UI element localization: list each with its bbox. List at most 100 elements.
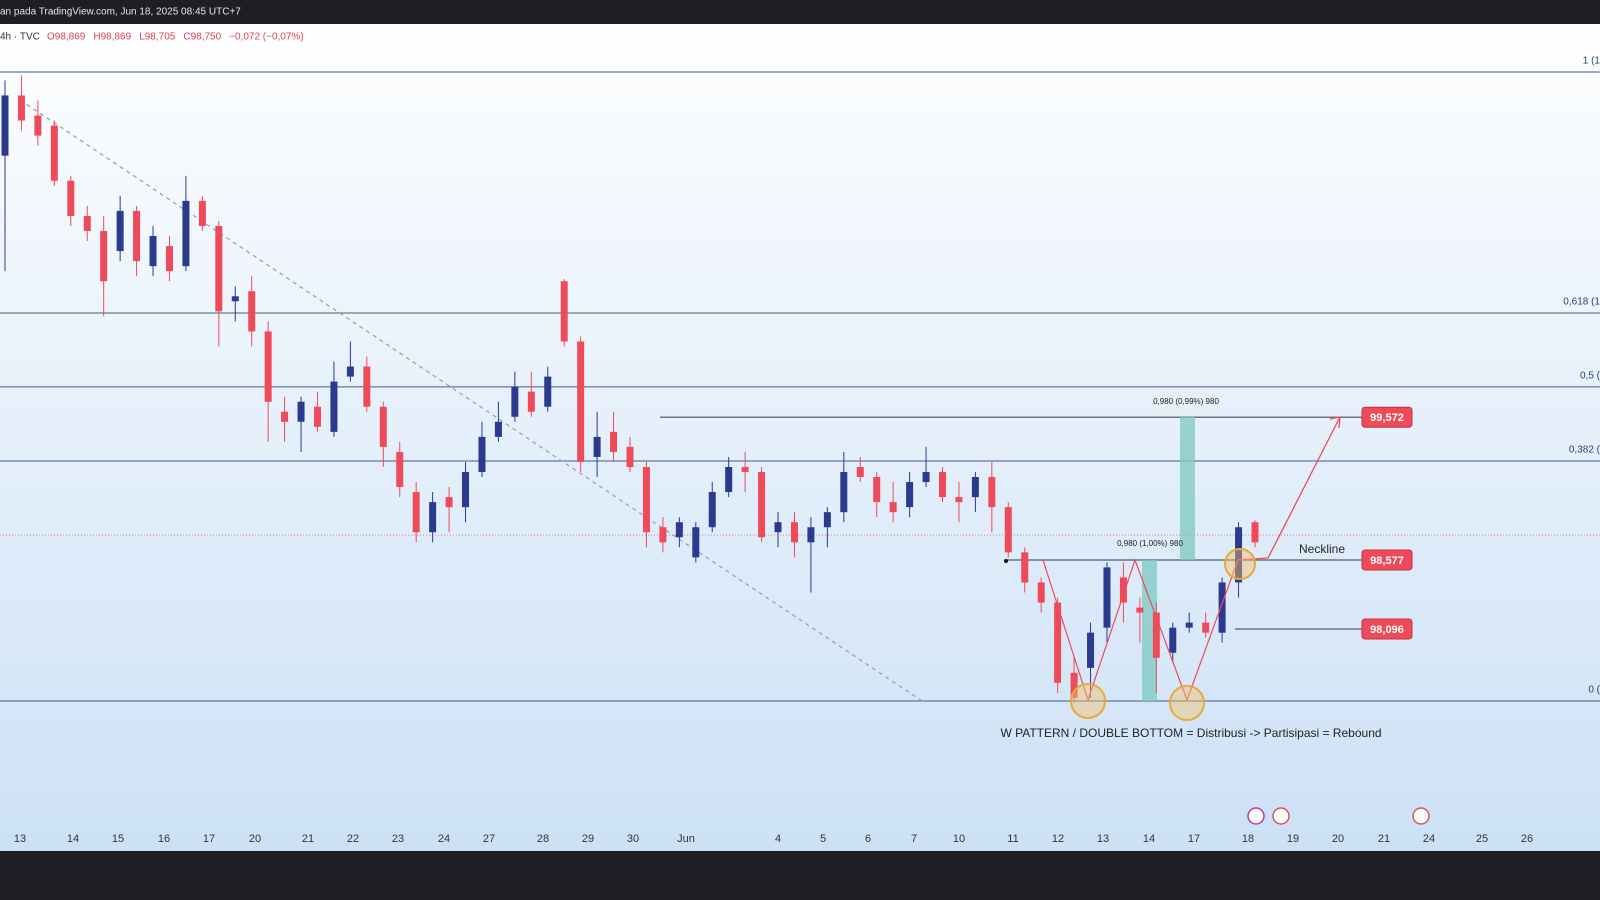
anchor-dot [1004, 559, 1008, 563]
x-tick-label: 4 [775, 833, 781, 845]
candle-body [1, 95, 9, 156]
fib-label: 0,618 (1 [1563, 297, 1600, 308]
candle-body [692, 527, 700, 558]
top-bar [0, 0, 1600, 24]
candle-body [1218, 582, 1226, 633]
x-tick-label: 21 [302, 833, 314, 845]
x-tick-label: 23 [392, 833, 404, 845]
candle-body [906, 482, 914, 508]
event-icon[interactable] [1272, 807, 1290, 825]
candle-body [478, 436, 486, 473]
pattern-label: W PATTERN / DOUBLE BOTTOM = Distribusi -… [1000, 726, 1381, 740]
candle-body [856, 466, 864, 478]
candle-body [34, 115, 42, 136]
candle-body [17, 95, 25, 121]
price-tag-label: 99,572 [1370, 412, 1404, 424]
x-tick-label: Jun [677, 833, 695, 845]
candle-body [297, 401, 305, 422]
candle-body [396, 451, 404, 488]
x-tick-label: 13 [14, 833, 26, 845]
candle-body [642, 466, 650, 533]
x-tick-label: 20 [249, 833, 261, 845]
x-tick-label: 15 [112, 833, 124, 845]
candle-body [1037, 582, 1045, 603]
candle-body [100, 231, 108, 282]
candle-body [133, 210, 141, 262]
candle-body [955, 497, 963, 503]
trend-line [19, 99, 926, 704]
projection-arrow [1267, 416, 1341, 559]
candle-body [725, 466, 733, 493]
candle-body [544, 376, 552, 407]
candle-body [807, 527, 815, 543]
candle-body [1021, 552, 1029, 583]
measure-label: 0,980 (0,99%) 980 [1153, 397, 1219, 406]
source-text: an pada TradingView.com, Jun 18, 2025 08… [0, 7, 241, 18]
candle-body [314, 406, 321, 427]
candles-layer [1, 75, 1259, 703]
candle-body [1251, 522, 1259, 543]
bottom-bar [0, 851, 1600, 900]
candle-body [1136, 607, 1144, 613]
x-tick-label: 24 [1423, 833, 1435, 845]
candle-body [281, 411, 289, 422]
x-tick-label: 24 [438, 833, 450, 845]
measure-box [1142, 560, 1157, 701]
x-tick-label: 25 [1476, 833, 1488, 845]
ohlc-value: L98,705 [139, 32, 176, 43]
x-tick-label: 22 [347, 833, 359, 845]
candle-body [231, 296, 239, 302]
x-tick-label: 14 [67, 833, 79, 845]
candle-body [577, 341, 585, 462]
event-icon[interactable] [1412, 807, 1430, 825]
price-tag-label: 98,577 [1370, 555, 1404, 567]
candle-body [1152, 612, 1160, 658]
breakout-marker [1224, 548, 1256, 580]
ohlc-value: C98,750 [183, 32, 221, 43]
x-tick-label: 6 [865, 833, 871, 845]
price-tag [1361, 549, 1413, 571]
candle-body [741, 466, 749, 473]
symbol-text: 4h · TVC [0, 32, 40, 43]
candle-body [511, 386, 519, 417]
candle-body [264, 331, 272, 402]
candle-body [708, 492, 716, 528]
candle-body [363, 366, 371, 407]
x-tick-label: 13 [1097, 833, 1109, 845]
x-tick-label: 19 [1287, 833, 1299, 845]
candle-body [971, 477, 979, 498]
x-tick-label: 5 [820, 833, 826, 845]
candle-body [1087, 632, 1095, 668]
candle-body [67, 180, 75, 216]
x-tick-label: 26 [1521, 833, 1533, 845]
candle-body [922, 472, 930, 483]
candle-body [248, 291, 256, 332]
candle-body [560, 281, 568, 342]
candle-body [527, 391, 535, 412]
candle-body [939, 472, 946, 498]
measure-label: 0,980 (1,00%) 980 [1117, 539, 1183, 548]
candle-body [50, 125, 58, 181]
candle-body [412, 492, 420, 533]
candle-body [494, 421, 502, 437]
fib-label: 0,382 ( [1569, 445, 1600, 456]
candle-body [330, 381, 338, 432]
candle-body [182, 200, 190, 267]
candle-body [1185, 622, 1193, 628]
axis-layer: 1 (1 0,618 (1 0,5 (0,382 (0 (99,572 98,577 9… [14, 56, 1600, 845]
x-tick-label: 17 [203, 833, 215, 845]
w-pattern-line [1042, 557, 1269, 702]
event-icon[interactable] [1247, 807, 1265, 825]
candle-body [1103, 567, 1111, 628]
candle-body [116, 210, 124, 252]
candle-body [610, 431, 618, 452]
x-tick-label: 30 [627, 833, 639, 845]
x-tick-label: 10 [953, 833, 965, 845]
price-tag [1361, 618, 1413, 640]
neckline-label: Neckline [1299, 542, 1345, 556]
bottom-marker [1169, 685, 1205, 721]
candle-body [659, 527, 667, 543]
x-tick-label: 29 [582, 833, 594, 845]
